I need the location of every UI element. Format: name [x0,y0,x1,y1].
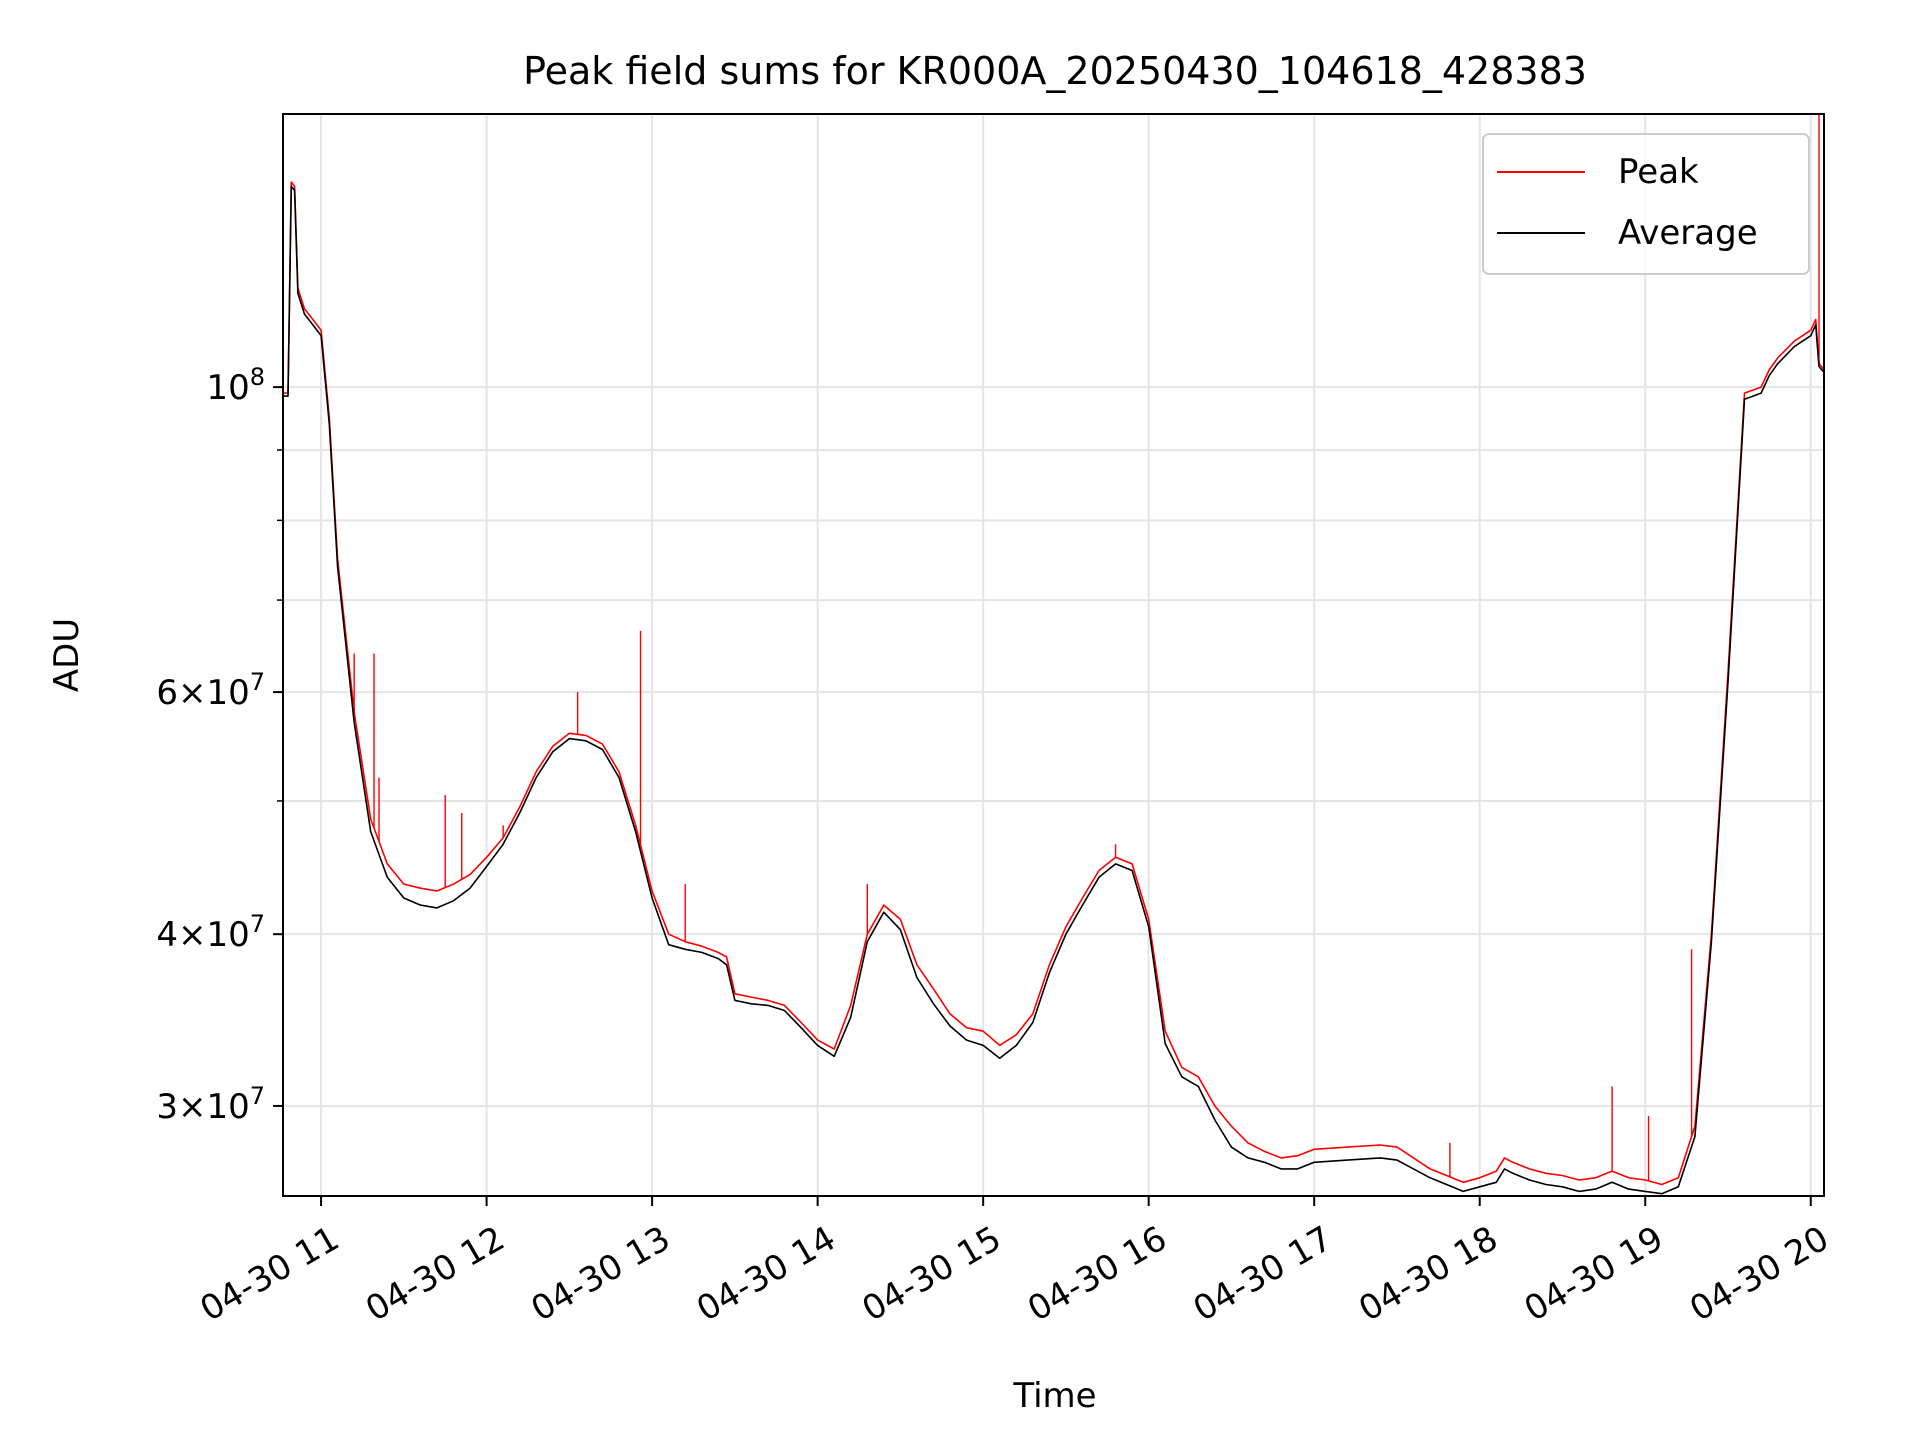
legend-box [1482,133,1810,275]
y-tick-label: 108 [206,363,265,408]
y-tick-label: 3×107 [156,1082,265,1127]
series-layer [283,114,1824,1195]
legend-label-peak: Peak [1618,152,1699,192]
y-tick-label: 6×107 [156,668,265,713]
y-axis: 3×107 4×107 6×107 108 [156,363,283,1127]
chart-title: Peak field sums for KR000A_20250430_1046… [523,49,1587,93]
legend-label-average: Average [1618,213,1758,253]
x-axis-label: Time [1012,1376,1096,1416]
y-tick-label: 4×107 [156,910,265,955]
series-line-average [283,185,1824,1195]
grid [283,114,1824,1196]
plot-frame [282,113,1825,1197]
legend: Peak Average [1482,133,1810,275]
y-axis-label: ADU [47,618,87,692]
series-line-peak [283,181,1824,1186]
